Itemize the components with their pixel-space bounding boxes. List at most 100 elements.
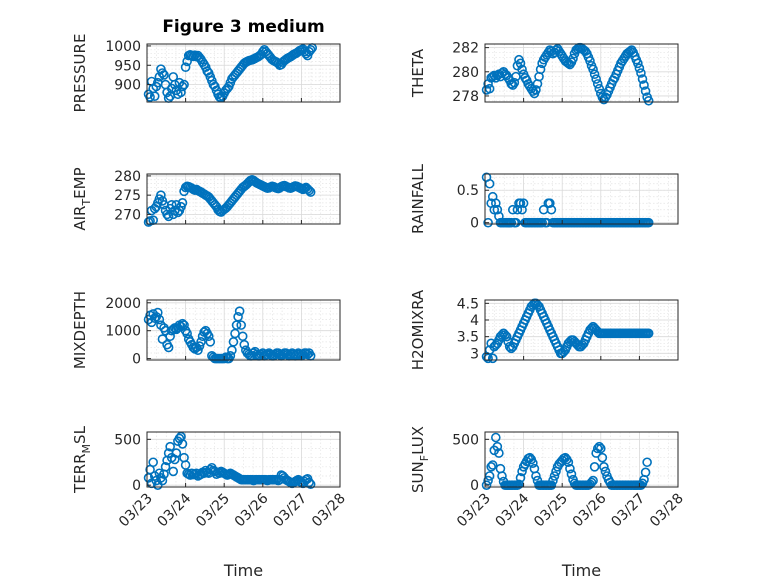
y-axis-label: H2OMIXRA — [409, 289, 427, 370]
data-point — [154, 314, 165, 325]
y-tick-label: 0 — [132, 352, 141, 368]
data-point — [588, 475, 598, 486]
data-point — [489, 204, 500, 215]
y-ticks: 0 1000 2000 — [105, 296, 151, 368]
data-point — [600, 466, 611, 477]
data-point — [585, 56, 595, 66]
data-point — [169, 454, 180, 465]
x-ticks — [484, 356, 679, 360]
data-point — [196, 337, 206, 347]
y-tick-label: 4.5 — [457, 296, 479, 312]
data-point — [233, 311, 243, 322]
data-point — [234, 306, 245, 316]
data-point — [549, 471, 560, 481]
data-point — [494, 448, 504, 458]
data-point — [589, 462, 600, 472]
data-point — [546, 204, 557, 215]
y-axis-label: PRESSURE — [71, 34, 89, 113]
data-point — [165, 441, 175, 452]
data-point — [532, 300, 543, 310]
x-ticks — [146, 220, 341, 224]
y-ticks: 0 500 — [452, 432, 489, 494]
data-point — [157, 68, 168, 78]
data-point — [643, 217, 654, 228]
data-point — [484, 178, 495, 189]
y-tick-label: 950 — [114, 58, 141, 74]
data-point — [548, 475, 558, 486]
data-point — [180, 62, 191, 72]
data-point — [599, 462, 609, 472]
axes-border — [146, 299, 341, 361]
data-point — [194, 341, 205, 351]
data-point — [515, 58, 526, 69]
data-point — [507, 204, 518, 215]
y-ticks: 00.5 — [457, 183, 489, 232]
series-pressure — [143, 43, 318, 103]
y-tick-label: 275 — [114, 188, 141, 204]
data-point — [640, 86, 651, 96]
data-point — [531, 85, 541, 95]
y-tick-label: 270 — [114, 207, 141, 223]
data-point — [515, 473, 526, 483]
y-tick-label: 500 — [452, 432, 479, 448]
data-point — [497, 471, 507, 481]
x-ticks — [484, 220, 679, 224]
y-tick-label: 3.5 — [457, 330, 479, 346]
subplot-pressure: 900 950 1000 PRESSURE Figure 3 medium — [71, 17, 341, 113]
series-terr_msl — [143, 431, 316, 490]
y-tick-label: 3 — [470, 346, 479, 362]
data-point — [515, 198, 526, 209]
subplot-terr_msl: 050003/2303/2403/2503/2603/2703/28TERRMS… — [71, 425, 349, 580]
data-point — [236, 320, 246, 330]
data-point — [568, 53, 578, 64]
data-point — [642, 457, 652, 468]
data-point — [143, 217, 154, 227]
data-point — [481, 480, 492, 490]
axes-border — [484, 299, 679, 361]
data-point — [591, 74, 601, 84]
data-point — [305, 44, 316, 55]
y-tick-label: 280 — [452, 65, 479, 81]
y-tick-label: 1000 — [105, 39, 141, 55]
data-point — [643, 328, 654, 339]
y-ticks: 900 950 1000 — [105, 39, 151, 94]
data-point — [634, 63, 645, 73]
data-point — [588, 64, 598, 75]
data-point — [566, 469, 577, 479]
data-point — [545, 198, 555, 209]
data-point — [305, 187, 316, 197]
y-axis-label: MIXDEPTH — [71, 291, 89, 369]
data-point — [210, 199, 220, 210]
data-point — [514, 479, 524, 490]
data-point — [491, 198, 501, 209]
x-axis-label: Time — [223, 561, 263, 580]
data-point — [182, 328, 192, 339]
data-point — [487, 460, 498, 470]
x-ticks — [146, 98, 341, 102]
data-point — [176, 87, 186, 98]
data-point — [637, 74, 648, 84]
data-point — [205, 337, 216, 347]
y-tick-label: 280 — [114, 169, 141, 185]
y-tick-label: 0 — [470, 216, 479, 232]
y-tick-label: 0.5 — [457, 183, 479, 199]
data-point — [484, 471, 495, 481]
data-point — [492, 441, 503, 452]
data-point — [643, 95, 654, 106]
data-point — [484, 83, 495, 94]
series-theta — [481, 42, 654, 106]
data-point — [487, 353, 498, 364]
subplot-h2omixra: 33.544.5 H2OMIXRA — [409, 289, 679, 370]
data-point — [304, 185, 314, 196]
data-point — [517, 64, 527, 75]
y-axis-label: TERRMSL — [71, 425, 93, 494]
data-point — [491, 340, 501, 350]
y-tick-label: 282 — [452, 41, 479, 57]
data-point — [592, 443, 603, 454]
series-rainfall — [481, 172, 654, 228]
data-point — [193, 345, 203, 356]
data-point — [597, 452, 608, 463]
